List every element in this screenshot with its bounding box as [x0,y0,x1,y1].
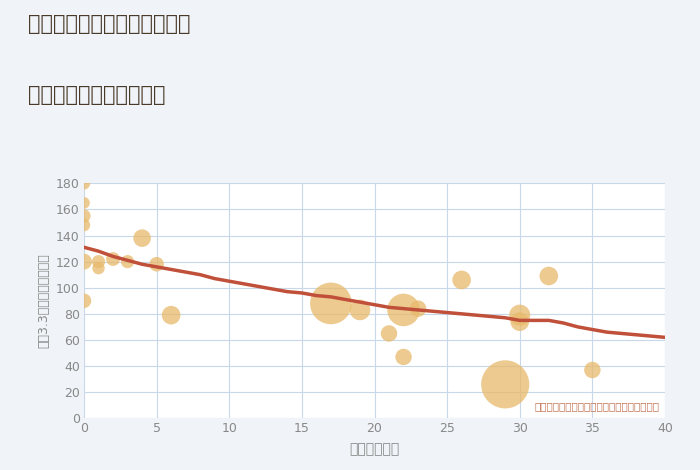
Point [122,258,133,266]
Point [78,212,90,219]
Point [93,265,104,272]
Point [78,297,90,305]
Point [398,353,409,360]
Point [398,306,409,313]
Point [456,276,468,284]
Point [78,180,90,187]
Point [108,255,119,263]
Text: 円の大きさは、取引のあった物件面積を示す: 円の大きさは、取引のあった物件面積を示す [534,401,659,411]
Point [165,312,176,319]
Point [500,381,511,388]
X-axis label: 築年数（年）: 築年数（年） [349,442,400,456]
Point [587,366,598,374]
Point [78,221,90,229]
Point [514,318,525,325]
Y-axis label: 坪（3.3㎡）単価（万円）: 坪（3.3㎡）単価（万円） [37,253,50,348]
Point [543,272,554,280]
Text: 築年数別中古戸建て価格: 築年数別中古戸建て価格 [28,85,165,105]
Point [412,305,423,313]
Point [78,199,90,207]
Point [326,300,337,307]
Point [151,260,162,268]
Point [136,235,148,242]
Point [354,306,365,313]
Text: 愛知県名古屋市緑区南大高の: 愛知県名古屋市緑区南大高の [28,14,190,34]
Point [384,329,395,337]
Point [93,258,104,266]
Point [514,312,525,319]
Point [78,258,90,266]
